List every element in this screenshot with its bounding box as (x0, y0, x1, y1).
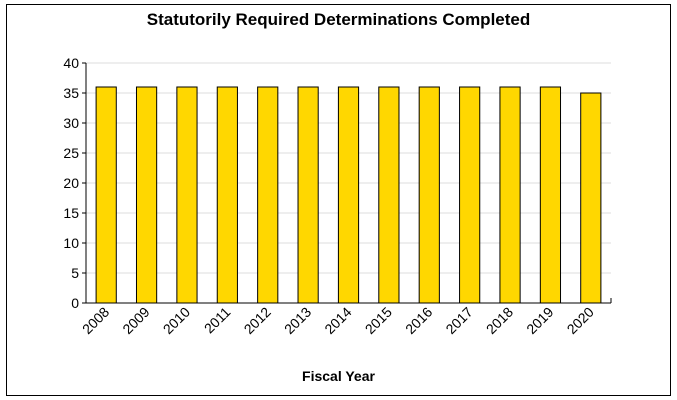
chart-title: Statutorily Required Determinations Comp… (146, 10, 531, 29)
y-tick-label-5: 5 (71, 265, 79, 281)
axes (82, 62, 612, 304)
bar-2014 (337, 86, 360, 304)
bar-2019 (539, 86, 562, 304)
bar-2009 (135, 86, 158, 304)
bar-2018 (499, 86, 521, 304)
bar-2020 (580, 92, 602, 304)
y-tick-label-15: 15 (63, 205, 79, 221)
y-tick-label-10: 10 (63, 235, 79, 251)
y-tick-label-0: 0 (71, 295, 79, 311)
bar-2016 (418, 86, 440, 304)
bar-2013 (297, 86, 319, 304)
x-tick-label-2012: 2012 (241, 304, 274, 337)
y-tick-label-25: 25 (63, 145, 79, 161)
bar-2015 (378, 86, 400, 304)
y-tick-label-20: 20 (63, 175, 79, 191)
x-tick-label-2013: 2013 (281, 304, 314, 337)
x-tick-label-2017: 2017 (442, 304, 475, 337)
bar-2012 (257, 86, 279, 304)
x-tick-label-2011: 2011 (201, 304, 234, 337)
y-tick-labels: 0 5 10 15 20 25 30 35 40 (63, 55, 79, 311)
x-tick-label-2009: 2009 (119, 304, 152, 337)
y-tick-label-40: 40 (63, 55, 79, 71)
x-tick-label-2014: 2014 (321, 304, 354, 337)
y-tick-label-35: 35 (63, 85, 79, 101)
x-tick-label-2008: 2008 (79, 304, 112, 337)
x-tick-label-2015: 2015 (362, 304, 395, 337)
bar-2008 (95, 86, 117, 304)
x-axis-label: Fiscal Year (302, 368, 375, 384)
bar-2011 (216, 86, 238, 304)
bars (95, 86, 602, 304)
x-tick-label-2019: 2019 (523, 304, 556, 337)
x-tick-label-2010: 2010 (160, 304, 193, 337)
x-tick-label-2020: 2020 (564, 304, 597, 337)
x-tick-label-2018: 2018 (483, 304, 516, 337)
x-tick-label-2016: 2016 (402, 304, 435, 337)
x-tick-labels: 2008 2009 2010 2011 2012 2013 2014 2015 2016 2017… (79, 304, 597, 337)
bar-2010 (176, 86, 198, 304)
y-tick-label-30: 30 (63, 115, 79, 131)
bar-2017 (459, 86, 481, 304)
